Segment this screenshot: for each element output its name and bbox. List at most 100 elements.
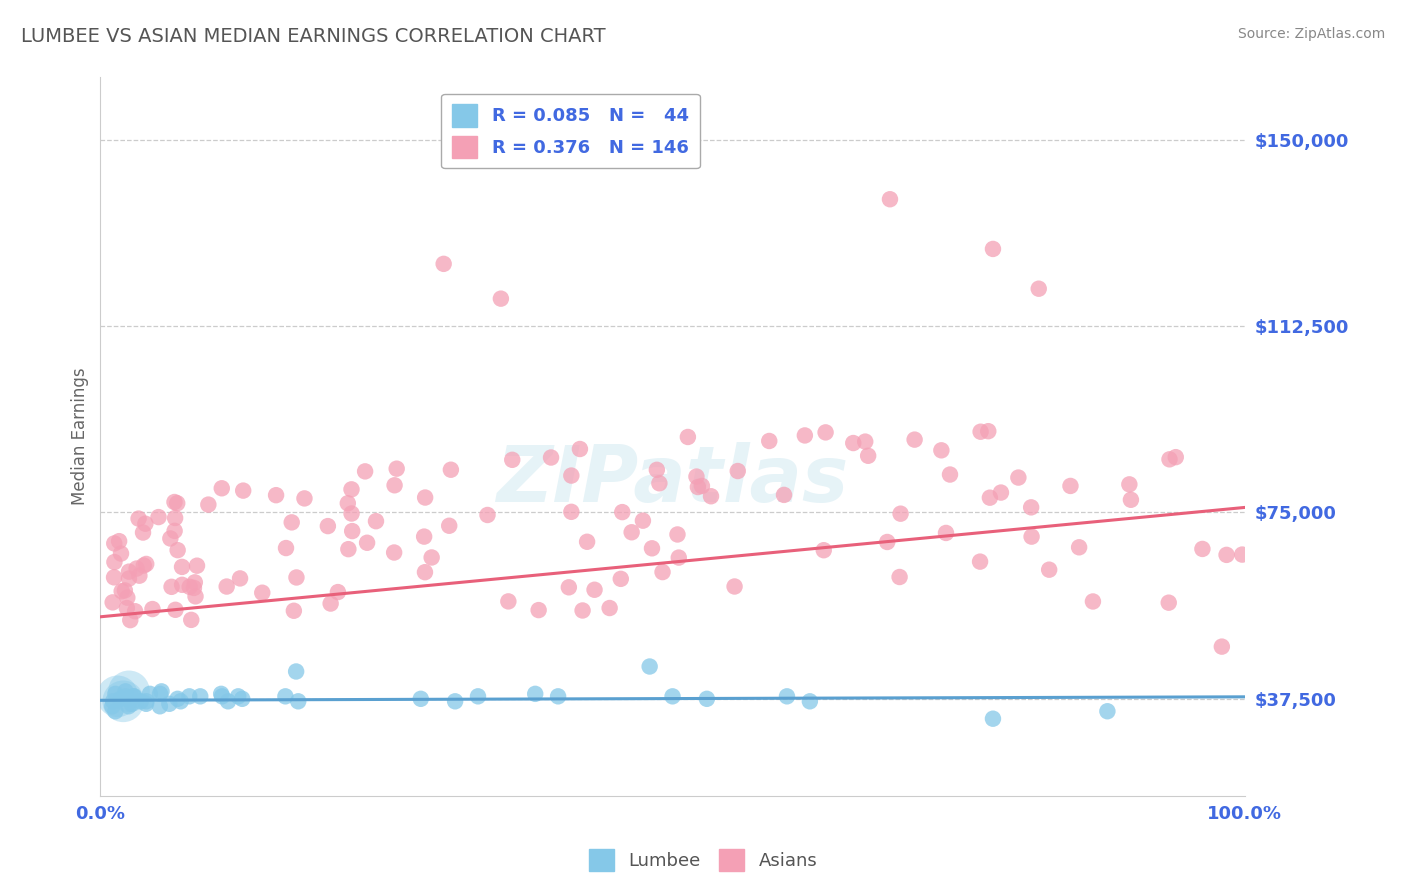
Point xyxy=(610,572,633,586)
Point xyxy=(384,478,406,492)
Point xyxy=(166,496,188,510)
Point xyxy=(413,565,436,579)
Point xyxy=(758,434,780,448)
Point xyxy=(1081,594,1104,608)
Point xyxy=(107,690,129,704)
Point xyxy=(337,542,360,557)
Point xyxy=(842,436,865,450)
Point xyxy=(135,697,157,711)
Point xyxy=(108,534,131,549)
Point xyxy=(118,572,141,586)
Point xyxy=(104,687,127,701)
Point xyxy=(101,699,124,714)
Point xyxy=(571,603,593,617)
Point xyxy=(283,604,305,618)
Point xyxy=(1038,563,1060,577)
Point xyxy=(159,532,181,546)
Point xyxy=(114,583,136,598)
Point xyxy=(558,580,581,594)
Point xyxy=(104,704,127,718)
Point xyxy=(179,580,201,594)
Point xyxy=(124,604,146,618)
Point xyxy=(188,690,211,704)
Point xyxy=(568,442,591,456)
Point xyxy=(467,690,489,704)
Point xyxy=(1069,541,1091,555)
Point xyxy=(498,594,520,608)
Point xyxy=(132,525,155,540)
Point xyxy=(280,516,302,530)
Text: LUMBEE VS ASIAN MEDIAN EARNINGS CORRELATION CHART: LUMBEE VS ASIAN MEDIAN EARNINGS CORRELAT… xyxy=(21,27,606,45)
Point xyxy=(981,712,1004,726)
Point xyxy=(876,535,898,549)
Point xyxy=(889,570,911,584)
Point xyxy=(139,687,162,701)
Point xyxy=(1028,282,1050,296)
Point xyxy=(274,690,297,704)
Point xyxy=(211,690,233,704)
Point xyxy=(319,597,342,611)
Point xyxy=(110,691,132,706)
Point xyxy=(115,601,138,615)
Point xyxy=(112,694,135,708)
Point xyxy=(354,464,377,478)
Point xyxy=(148,510,170,524)
Point xyxy=(814,425,837,440)
Point xyxy=(382,545,405,559)
Point xyxy=(165,511,187,525)
Point xyxy=(183,581,205,595)
Point xyxy=(231,691,253,706)
Point xyxy=(264,488,287,502)
Point xyxy=(879,192,901,206)
Point xyxy=(793,428,815,442)
Point xyxy=(648,476,671,491)
Point xyxy=(340,507,363,521)
Point xyxy=(935,525,957,540)
Point xyxy=(122,690,145,704)
Point xyxy=(165,603,187,617)
Point xyxy=(132,558,155,573)
Point xyxy=(163,524,186,538)
Point xyxy=(166,543,188,558)
Point xyxy=(690,479,713,493)
Point xyxy=(103,555,125,569)
Point xyxy=(211,481,233,495)
Point xyxy=(129,694,152,708)
Point xyxy=(128,511,150,525)
Point xyxy=(560,505,582,519)
Point xyxy=(981,242,1004,256)
Y-axis label: Median Earnings: Median Earnings xyxy=(72,368,89,506)
Point xyxy=(939,467,962,482)
Point xyxy=(169,694,191,708)
Point xyxy=(524,687,547,701)
Point xyxy=(1059,479,1081,493)
Point xyxy=(969,555,991,569)
Point xyxy=(114,690,136,704)
Point xyxy=(101,595,124,609)
Point xyxy=(118,684,141,698)
Point xyxy=(583,582,606,597)
Point xyxy=(444,694,467,708)
Point xyxy=(209,687,232,701)
Point xyxy=(813,543,835,558)
Point xyxy=(179,690,201,704)
Point xyxy=(197,498,219,512)
Point xyxy=(890,507,912,521)
Point xyxy=(686,480,709,494)
Point xyxy=(612,505,634,519)
Point xyxy=(440,463,463,477)
Point xyxy=(340,483,363,497)
Point xyxy=(226,690,249,704)
Point xyxy=(853,434,876,449)
Point xyxy=(413,530,436,544)
Point xyxy=(1021,530,1043,544)
Point xyxy=(420,550,443,565)
Point xyxy=(356,535,378,549)
Point xyxy=(599,601,621,615)
Point xyxy=(118,565,141,579)
Point xyxy=(287,694,309,708)
Point xyxy=(547,690,569,704)
Point xyxy=(1007,470,1029,484)
Point xyxy=(1097,704,1119,718)
Point xyxy=(103,570,125,584)
